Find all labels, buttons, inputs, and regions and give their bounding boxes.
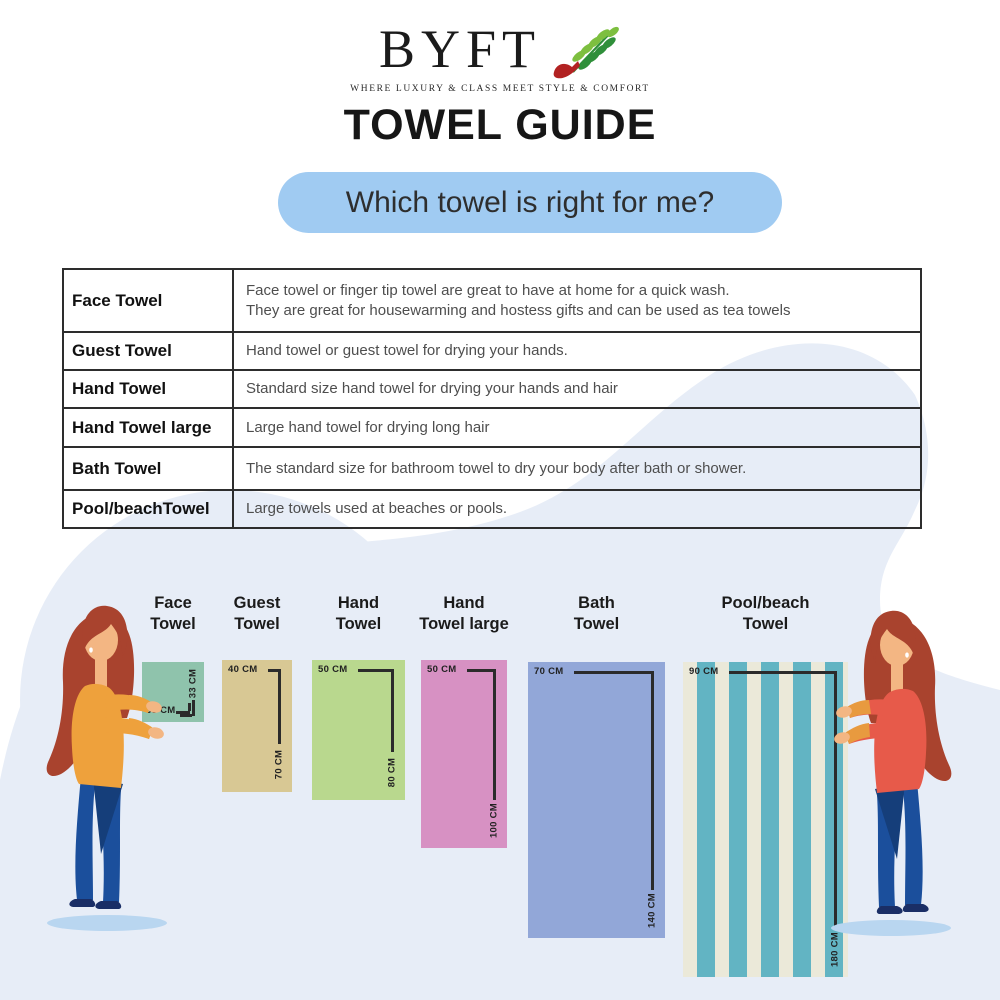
towel-description-cell: Standard size hand towel for drying your…: [246, 380, 618, 398]
question-banner: Which towel is right for me?: [278, 172, 782, 233]
towel-description-cell: The standard size for bathroom towel to …: [246, 459, 747, 477]
towel-type-cell: Bath Towel: [64, 448, 234, 489]
towel-guide-table: Face Towel Face towel or finger tip towe…: [62, 268, 922, 529]
towel-description-cell: Hand towel or guest towel for drying you…: [246, 342, 568, 360]
brand-tagline: WHERE LUXURY & CLASS MEET STYLE & COMFOR…: [350, 84, 650, 94]
towel-type-cell: Guest Towel: [64, 333, 234, 369]
table-row: Hand Towel large Large hand towel for dr…: [64, 407, 920, 446]
towel-type-cell: Hand Towel large: [64, 409, 234, 446]
towel-description-cell: Face towel or finger tip towel are great…: [246, 281, 791, 319]
page-title: TOWEL GUIDE: [343, 101, 657, 149]
woman-illustration-right: [828, 605, 963, 945]
table-row: Pool/beachTowel Large towels used at bea…: [64, 489, 920, 527]
table-row: Bath Towel The standard size for bathroo…: [64, 446, 920, 489]
brand-name: BYFT: [378, 19, 542, 79]
towel-description-cell: Large towels used at beaches or pools.: [246, 500, 507, 518]
table-row: Face Towel Face towel or finger tip towe…: [64, 270, 920, 331]
leaf-icon: [549, 24, 621, 87]
table-row: Hand Towel Standard size hand towel for …: [64, 369, 920, 407]
brand-logo: BYFT: [0, 22, 1000, 87]
towel-type-cell: Hand Towel: [64, 371, 234, 407]
towel-description-cell: Large hand towel for drying long hair: [246, 418, 490, 436]
towel-type-cell: Pool/beachTowel: [64, 491, 234, 527]
table-row: Guest Towel Hand towel or guest towel fo…: [64, 331, 920, 369]
towel-type-cell: Face Towel: [64, 270, 234, 331]
woman-illustration-left: [35, 600, 170, 940]
